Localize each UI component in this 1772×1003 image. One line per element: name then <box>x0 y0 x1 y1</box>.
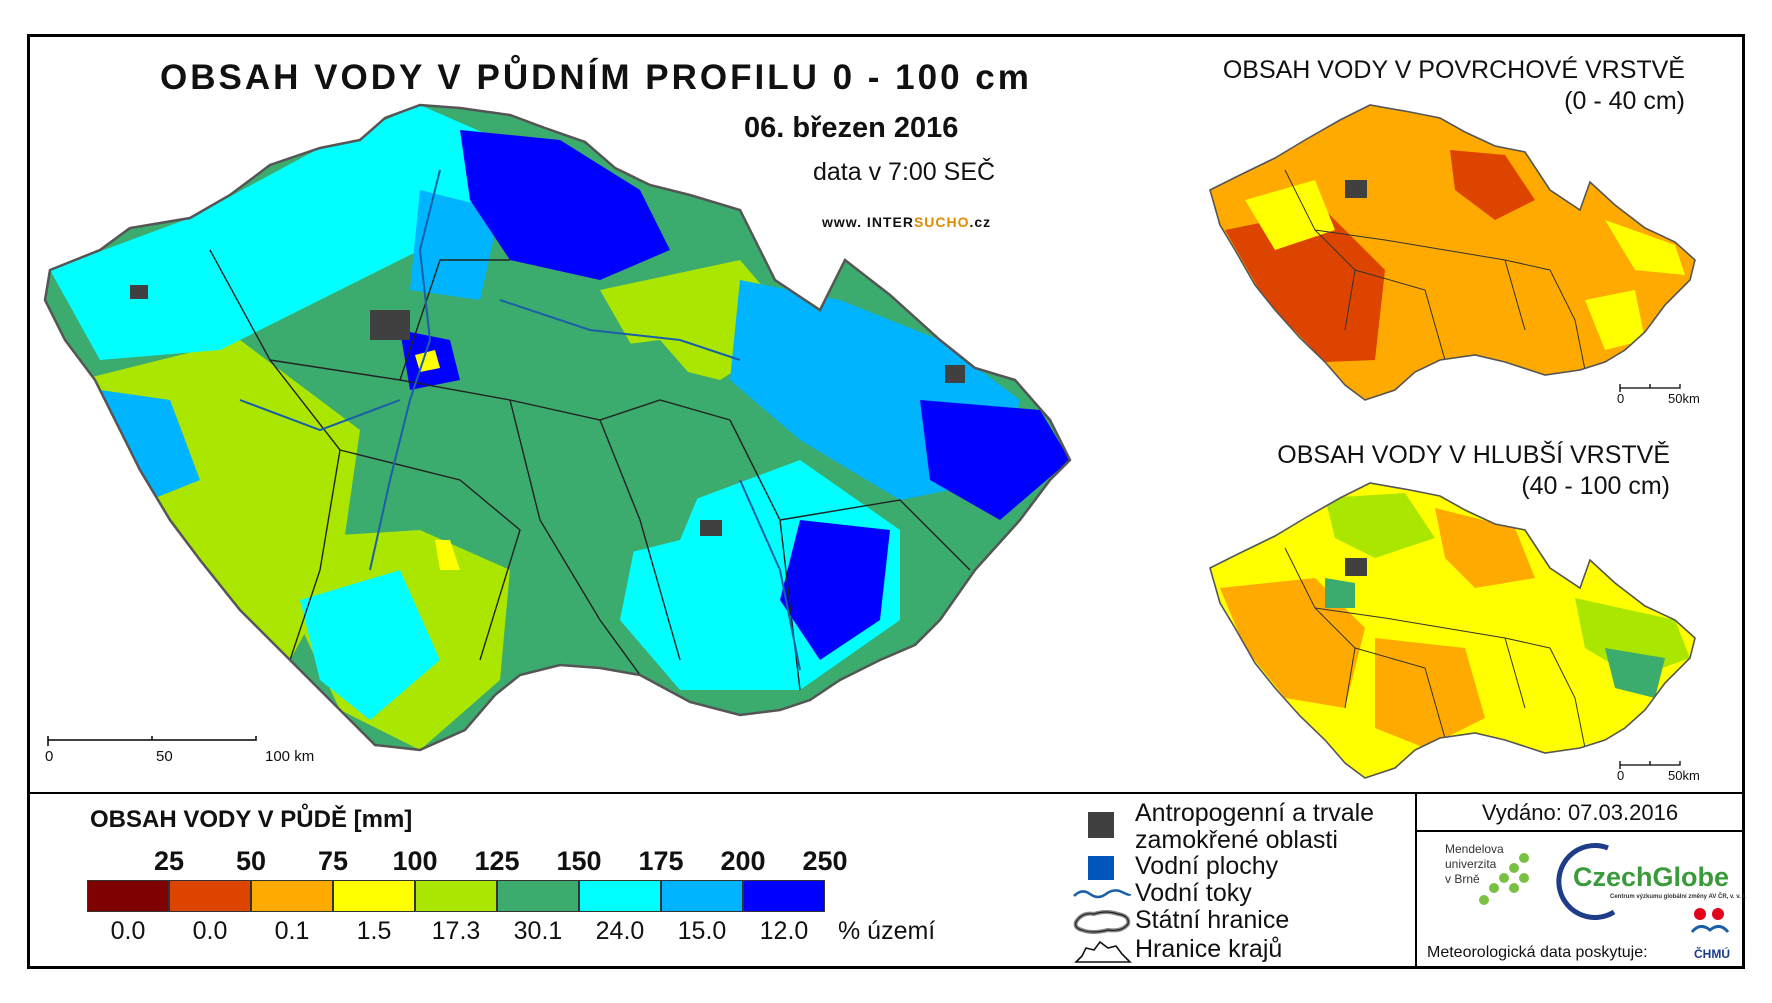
inset-bottom-title-line2: (40 - 100 cm) <box>1521 472 1670 500</box>
water-body-symbol <box>1088 856 1114 880</box>
legend-percent-100: 1.5 <box>356 917 392 945</box>
legend-water-bodies: Vodní plochy <box>1135 852 1279 880</box>
czechglobe-logo-text: CzechGlobe <box>1573 862 1730 892</box>
legend-percent-50: 0.0 <box>192 917 228 945</box>
legend-percent-75: 0.1 <box>274 917 310 945</box>
inset-bottom-scale-bar <box>1619 761 1681 769</box>
legend-region-border: Hranice krajů <box>1135 935 1283 963</box>
legend-threshold-175: 175 <box>638 846 684 876</box>
legend-swatch-25 <box>87 880 169 912</box>
mendelu-dots-icon <box>1479 853 1529 905</box>
inset-bottom-scale-tick-50: 50km <box>1668 768 1700 783</box>
inset-bottom-title-line1: OBSAH VODY V HLUBŠÍ VRSTVĚ <box>1277 441 1670 469</box>
legend-swatch-75 <box>251 880 333 912</box>
legend-swatch-175 <box>579 880 661 912</box>
main-scale-tick-100: 100 km <box>265 748 315 765</box>
chmu-logo-text: ČHMÚ <box>1694 947 1730 961</box>
mendelu-line3: v Brně <box>1445 872 1480 886</box>
legend-anthropogenic-line1: Antropogenní a trvale <box>1135 799 1375 827</box>
inset-bottom-title: OBSAH VODY V HLUBŠÍ VRSTVĚ (40 - 100 cm) <box>1180 440 1670 502</box>
inset-bottom-deep-map <box>1209 482 1696 779</box>
main-map-time-note: data v 7:00 SEČ <box>813 158 996 186</box>
website-link[interactable]: www. INTERSUCHO.cz <box>822 214 991 230</box>
legend-divider <box>27 792 1745 794</box>
main-map-title: OBSAH VODY V PŮDNÍM PROFILU 0 - 100 cm <box>160 58 1032 97</box>
website-highlight: SUCHO <box>913 214 970 230</box>
legend-threshold-200: 200 <box>720 846 766 876</box>
legend-swatch-50 <box>169 880 251 912</box>
mendelu-line1: Mendelova <box>1445 842 1504 856</box>
legend-rivers: Vodní toky <box>1135 879 1252 907</box>
legend-anthropogenic-line2: zamokřené oblasti <box>1135 826 1338 854</box>
legend-percent-150: 30.1 <box>513 917 563 945</box>
inset-top-title-line2: (0 - 40 cm) <box>1564 87 1685 115</box>
website-prefix: www. INTER <box>822 214 914 230</box>
inset-top-scale-tick-0: 0 <box>1617 391 1625 406</box>
footer-divider <box>1415 792 1417 969</box>
chmu-logo-icon <box>1690 908 1730 933</box>
issued-date: Vydáno: 07.03.2016 <box>1481 800 1679 825</box>
main-scale-bar <box>47 736 257 746</box>
legend-threshold-100: 100 <box>392 846 438 876</box>
legend-threshold-250: 250 <box>802 846 848 876</box>
legend-threshold-150: 150 <box>556 846 602 876</box>
legend-swatch-200 <box>661 880 743 912</box>
legend-threshold-50: 50 <box>235 846 267 876</box>
legend-anthropogenic-label: Antropogenní a trvale zamokřené oblasti <box>1135 800 1374 854</box>
state-border-symbol <box>1073 910 1131 934</box>
inset-top-surface-map <box>1209 104 1696 401</box>
legend-percent-125: 17.3 <box>431 917 481 945</box>
legend-threshold-125: 125 <box>474 846 520 876</box>
website-suffix: .cz <box>969 214 992 230</box>
legend-threshold-25: 25 <box>153 846 185 876</box>
legend-state-border: Státní hranice <box>1135 906 1290 934</box>
legend-percent-25: 0.0 <box>110 917 146 945</box>
czechglobe-subtitle: Centrum výzkumu globální změny AV ČR, v.… <box>1610 894 1746 900</box>
mendelu-logo: Mendelova univerzita v Brně <box>1445 842 1504 887</box>
legend-unit-label: % území <box>838 917 936 945</box>
legend-percent-250: 12.0 <box>759 917 809 945</box>
legend-swatch-100 <box>333 880 415 912</box>
region-border-symbol <box>1074 940 1132 963</box>
inset-top-title: OBSAH VODY V POVRCHOVÉ VRSTVĚ (0 - 40 cm… <box>1180 55 1685 117</box>
legend-swatch-250 <box>743 880 825 912</box>
legend-threshold-75: 75 <box>317 846 349 876</box>
mendelu-line2: univerzita <box>1445 857 1497 871</box>
legend-percent-200: 15.0 <box>677 917 727 945</box>
main-scale-tick-50: 50 <box>156 748 173 765</box>
legend-swatch-125 <box>415 880 497 912</box>
legend-swatch-150 <box>497 880 579 912</box>
czechglobe-arc-icon <box>1556 843 1616 920</box>
footer-inner-divider <box>1415 830 1745 832</box>
inset-top-title-line1: OBSAH VODY V POVRCHOVÉ VRSTVĚ <box>1222 56 1685 84</box>
river-symbol <box>1073 889 1132 899</box>
meteo-data-provider: Meteorologická data poskytuje: <box>1427 944 1648 961</box>
main-map-date: 06. březen 2016 <box>744 112 959 144</box>
inset-top-scale-bar <box>1619 384 1681 392</box>
legend-percent-175: 24.0 <box>595 917 645 945</box>
main-scale-tick-0: 0 <box>45 748 54 765</box>
main-soil-water-map <box>43 103 1072 752</box>
legend-title: OBSAH VODY V PŮDĚ [mm] <box>90 806 413 833</box>
inset-top-scale-tick-50: 50km <box>1668 391 1700 406</box>
anthropogenic-symbol <box>1088 812 1114 838</box>
inset-bottom-scale-tick-0: 0 <box>1617 768 1625 783</box>
